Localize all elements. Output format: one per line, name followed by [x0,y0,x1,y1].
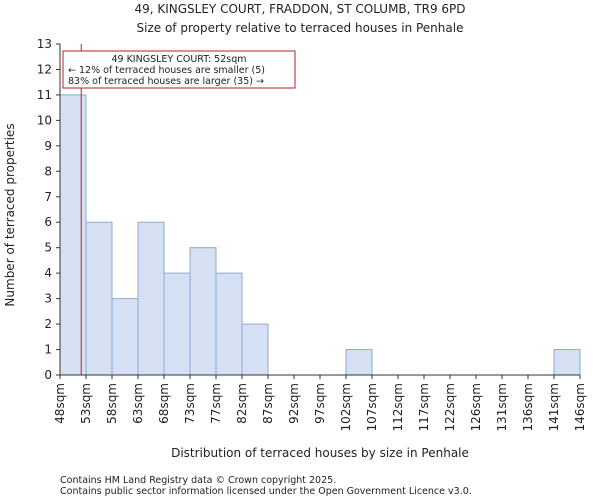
y-tick-label: 6 [44,215,52,229]
y-tick-label: 3 [44,292,52,306]
x-tick-label: 82sqm [235,383,249,424]
y-tick-label: 1 [44,343,52,357]
footer-line2: Contains public sector information licen… [60,486,472,497]
bar-102sqm [345,349,373,376]
bar-53sqm [85,221,113,376]
chart-title-line2: Size of property relative to terraced ho… [137,21,464,35]
y-tick-label: 8 [44,164,52,178]
bar-48sqm [59,94,87,376]
x-tick-label: 92sqm [287,383,301,424]
chart-title-line1: 49, KINGSLEY COURT, FRADDON, ST COLUMB, … [134,2,465,16]
y-tick-label: 4 [44,266,52,280]
annotation-frame [62,50,296,89]
bar-73sqm [189,247,217,376]
x-tick-label: 141sqm [547,383,561,431]
y-tick-label: 9 [44,139,52,153]
x-tick-label: 107sqm [365,383,379,431]
y-axis-label: Number of terraced properties [3,123,17,306]
y-tick-label: 13 [37,37,52,51]
bar-58sqm [111,298,139,376]
bar-63sqm [137,221,165,376]
x-tick-label: 102sqm [339,383,353,431]
footer-line1: Contains HM Land Registry data © Crown c… [60,475,336,486]
y-tick-label: 10 [37,113,52,127]
x-tick-label: 48sqm [53,383,67,424]
annotation-box: 49 KINGSLEY COURT: 52sqm ← 12% of terrac… [62,50,296,89]
x-tick-label: 87sqm [261,383,275,424]
x-tick-label: 68sqm [157,383,171,424]
x-tick-label: 146sqm [573,383,587,431]
annotation-line1: 49 KINGSLEY COURT: 52sqm [111,54,246,65]
bar-68sqm [163,272,191,376]
x-axis: 48sqm 53sqm 58sqm 63sqm 68sqm 73sqm 77sqm 82sqm… [53,374,587,431]
y-tick-label: 11 [37,88,52,102]
x-tick-label: 112sqm [391,383,405,431]
y-tick-label: 0 [44,368,52,382]
x-tick-label: 97sqm [313,383,327,424]
bar-77sqm [215,272,243,376]
x-tick-label: 58sqm [105,383,119,424]
y-tick-label: 12 [37,62,52,76]
x-tick-label: 117sqm [417,383,431,431]
x-tick-label: 63sqm [131,383,145,424]
x-tick-label: 126sqm [469,383,483,431]
x-tick-label: 131sqm [495,383,509,431]
x-tick-label: 73sqm [183,383,197,424]
x-tick-label: 77sqm [209,383,223,424]
annotation-line3: 83% of terraced houses are larger (35) → [68,76,264,87]
annotation-line2: ← 12% of terraced houses are smaller (5) [68,65,265,76]
bar-82sqm [241,323,269,376]
y-tick-label: 5 [44,241,52,255]
x-tick-label: 122sqm [443,383,457,431]
x-tick-label: 136sqm [521,383,535,431]
bar-141sqm [553,349,581,376]
y-tick-label: 7 [44,190,52,204]
x-axis-label: Distribution of terraced houses by size … [171,446,469,460]
x-tick-label: 53sqm [79,383,93,424]
y-tick-label: 2 [44,317,52,331]
